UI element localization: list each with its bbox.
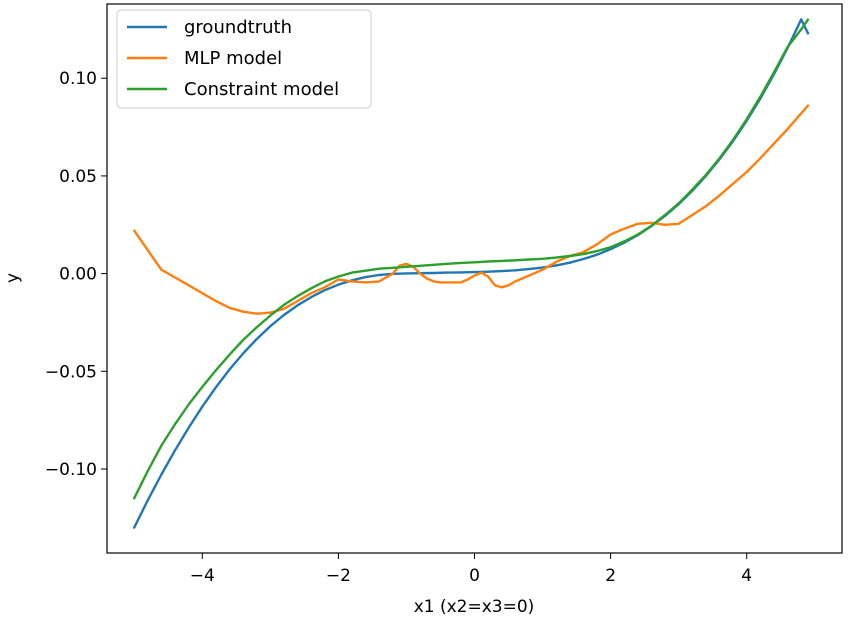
legend-label-1: MLP model [184,48,282,69]
legend-box [116,9,372,109]
x-tick-label: −2 [326,566,351,586]
series-layer [133,18,810,529]
x-tick-label: 0 [469,566,480,586]
y-axis-label: y [3,273,23,283]
x-axis-ticks: −4 −2 0 2 4 [190,553,752,586]
y-tick-label: 0.00 [59,265,97,285]
series-line-1 [133,104,810,315]
x-axis-label: x1 (x2=x3=0) [414,597,535,617]
x-tick-label: −4 [190,566,215,586]
y-axis-ticks: −0.10 −0.05 0.00 0.05 0.10 [45,69,107,480]
legend-label-2: Constraint model [184,79,339,100]
x-tick-label: 4 [741,566,752,586]
y-tick-label: 0.05 [59,167,97,187]
legend-label-0: groundtruth [184,17,292,38]
series-line-2 [133,18,810,500]
legend: groundtruth MLP model Constraint model [116,9,372,109]
y-tick-label: −0.10 [45,460,97,480]
x-tick-label: 2 [605,566,616,586]
y-tick-label: −0.05 [45,362,97,382]
y-tick-label: 0.10 [59,69,97,89]
